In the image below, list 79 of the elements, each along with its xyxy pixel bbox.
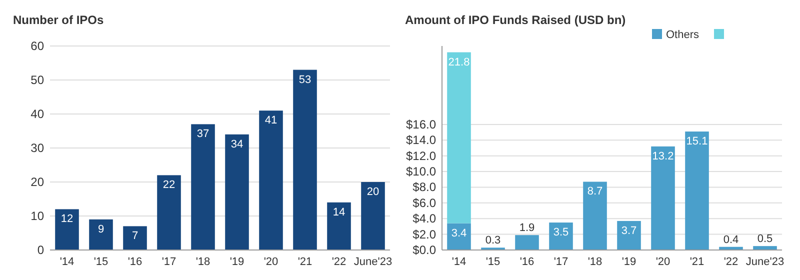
- y-tick-label: $6.0: [412, 196, 436, 210]
- data-label: 22: [162, 179, 176, 192]
- data-label: 0.5: [757, 233, 773, 246]
- bar: [361, 182, 385, 250]
- x-tick-label: June'23: [354, 256, 392, 268]
- bar: [685, 132, 709, 250]
- y-tick-label: 0: [37, 243, 44, 257]
- x-tick-label: '20: [656, 256, 670, 268]
- x-tick-label: June'23: [746, 256, 784, 268]
- y-tick-label: 10: [30, 209, 44, 223]
- x-tick-label: '22: [332, 256, 346, 268]
- data-label: 9: [98, 223, 104, 236]
- data-label: 8.7: [587, 186, 603, 198]
- y-tick-label: $2.0: [412, 227, 436, 242]
- data-label: 3.7: [621, 224, 637, 237]
- data-label: 13.2: [652, 150, 674, 162]
- y-tick-label: 60: [30, 39, 44, 53]
- data-label: 3.5: [553, 226, 569, 239]
- bar: [447, 223, 471, 250]
- bar: [89, 219, 113, 250]
- data-label: 15.1: [686, 136, 708, 148]
- bar: [549, 222, 573, 250]
- x-tick-label: '18: [588, 256, 602, 268]
- data-label: 0.3: [485, 234, 501, 247]
- y-tick-label: 50: [30, 73, 44, 87]
- bar: [753, 246, 777, 250]
- x-tick-label: '17: [162, 256, 176, 268]
- y-tick-label: $4.0: [412, 212, 436, 226]
- x-tick-label: '18: [196, 256, 210, 268]
- x-tick-label: '16: [128, 256, 142, 268]
- bar: [225, 134, 249, 250]
- bar: [447, 52, 471, 224]
- data-label: 3.4: [451, 227, 467, 240]
- y-tick-label: $10.0: [406, 164, 436, 179]
- x-tick-label: '14: [452, 256, 466, 268]
- x-tick-label: '20: [264, 256, 278, 268]
- y-tick-label: 40: [30, 107, 44, 121]
- data-label: 53: [298, 74, 312, 86]
- bar: [157, 175, 181, 250]
- data-label: 20: [366, 186, 380, 198]
- y-tick-label: $12.0: [406, 148, 436, 163]
- bar: [515, 235, 539, 250]
- bar: [293, 70, 317, 250]
- data-label: 34: [230, 138, 244, 150]
- bar: [191, 124, 215, 250]
- x-tick-label: '16: [520, 256, 534, 268]
- data-label: 14: [332, 206, 346, 218]
- bar: [55, 209, 79, 250]
- x-tick-label: '19: [230, 256, 244, 268]
- legend-label: Others: [666, 29, 700, 41]
- x-tick-label: '22: [724, 256, 738, 268]
- x-tick-label: '15: [94, 256, 108, 268]
- data-label: 21.8: [448, 56, 470, 68]
- chart-title: Amount of IPO Funds Raised (USD bn): [405, 13, 626, 27]
- y-tick-label: $16.0: [406, 117, 436, 132]
- bar: [123, 226, 147, 250]
- y-tick-label: 30: [30, 141, 44, 155]
- x-tick-label: '17: [554, 256, 568, 268]
- x-tick-label: '14: [60, 256, 74, 268]
- bar: [327, 202, 351, 250]
- data-label: 12: [60, 213, 74, 226]
- data-label: 7: [132, 230, 138, 242]
- x-tick-label: '21: [298, 256, 312, 268]
- y-tick-label: $14.0: [406, 133, 436, 148]
- y-tick-label: 20: [30, 175, 44, 189]
- x-tick-label: '21: [690, 256, 704, 268]
- bar: [617, 220, 641, 250]
- data-label: 41: [264, 114, 278, 127]
- data-label: 37: [196, 128, 210, 140]
- bar: [651, 146, 675, 250]
- bar: [259, 110, 283, 250]
- chart-title: Number of IPOs: [13, 13, 104, 27]
- y-tick-label: $8.0: [412, 180, 436, 194]
- data-label: 0.4: [723, 234, 739, 246]
- x-tick-label: '19: [622, 256, 636, 268]
- x-tick-label: '15: [486, 256, 500, 268]
- data-label: 1.9: [519, 222, 535, 234]
- bar: [583, 182, 607, 250]
- y-tick-label: $0.0: [412, 243, 436, 257]
